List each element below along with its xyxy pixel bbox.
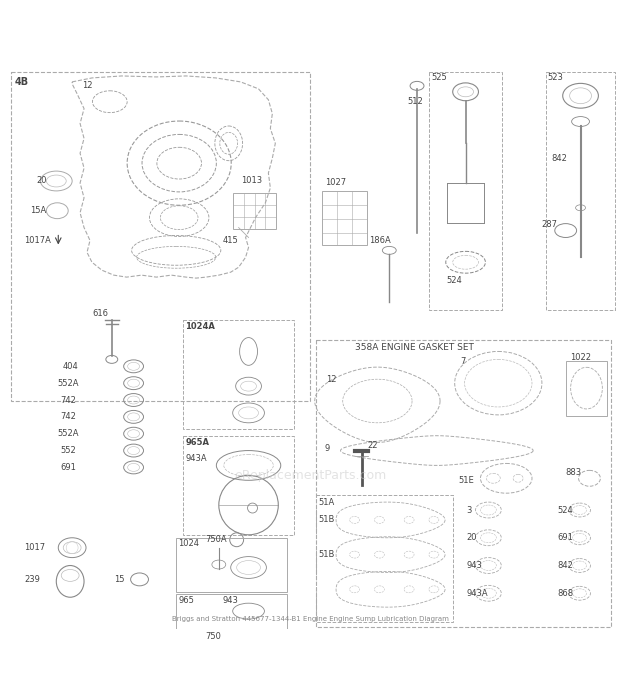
Text: 12: 12 [326,375,337,384]
Text: 742: 742 [60,412,76,421]
Text: 552A: 552A [57,378,79,387]
Bar [546,72,615,310]
Text: 9: 9 [325,444,330,453]
Text: 524: 524 [558,505,574,514]
Text: 358A ENGINE GASKET SET: 358A ENGINE GASKET SET [355,343,474,352]
Text: 1024A: 1024A [185,322,215,331]
Text: 616: 616 [92,309,108,318]
Bar [176,595,287,632]
Text: 20: 20 [37,177,47,186]
Text: 965A: 965A [185,438,209,447]
Text: 415: 415 [223,236,239,245]
Text: 943A: 943A [185,454,206,463]
Text: 525: 525 [431,73,446,82]
Text: 15: 15 [114,575,124,584]
Text: 4B: 4B [15,77,29,87]
Text: 51B: 51B [318,516,334,525]
Text: 750: 750 [205,633,221,642]
Text: 750A: 750A [205,535,226,544]
Text: 943: 943 [467,561,482,570]
Text: Briggs and Stratton 445677-1344-B1 Engine Engine Sump Lubrication Diagram: Briggs and Stratton 445677-1344-B1 Engin… [172,616,448,622]
Bar [183,319,294,429]
Text: 7: 7 [461,357,466,366]
Bar [429,72,502,310]
Text: 883: 883 [565,468,582,477]
Text: 1022: 1022 [570,353,591,362]
Text: 1017: 1017 [25,543,46,552]
Text: 842: 842 [552,154,568,163]
Text: 1013: 1013 [241,177,262,186]
Text: 691: 691 [558,534,574,542]
Text: 552A: 552A [57,429,79,438]
Text: 523: 523 [548,73,564,82]
Bar [565,361,608,416]
Text: 868: 868 [558,589,574,598]
Text: 15A: 15A [30,207,46,216]
Text: 22: 22 [368,441,378,450]
Text: eReplacementParts.com: eReplacementParts.com [234,469,386,482]
Text: 3: 3 [467,505,472,514]
Text: 239: 239 [25,575,40,584]
Text: 186A: 186A [370,236,391,245]
Bar [232,193,277,229]
Text: 552: 552 [60,446,76,455]
Text: 1017A: 1017A [25,236,51,245]
Text: 20: 20 [467,534,477,542]
Text: 943: 943 [223,596,239,605]
Text: 524: 524 [447,276,463,285]
Text: 51E: 51E [459,476,474,485]
Bar [322,191,368,245]
Text: 404: 404 [62,362,78,371]
Text: 965: 965 [178,596,194,605]
Bar [176,538,287,593]
Text: 1027: 1027 [325,179,346,188]
Bar [11,72,310,401]
Text: 842: 842 [558,561,574,570]
Text: 51B: 51B [318,550,334,559]
Bar [316,495,453,622]
Text: 287: 287 [541,220,557,229]
Text: 943A: 943A [467,589,488,598]
Text: 691: 691 [60,463,76,472]
Bar [316,340,611,627]
Text: 51A: 51A [318,498,334,507]
Text: 742: 742 [60,396,76,405]
Text: 12: 12 [82,81,92,90]
Text: 1024: 1024 [178,539,199,548]
Text: 512: 512 [407,97,423,106]
Bar [183,436,294,535]
